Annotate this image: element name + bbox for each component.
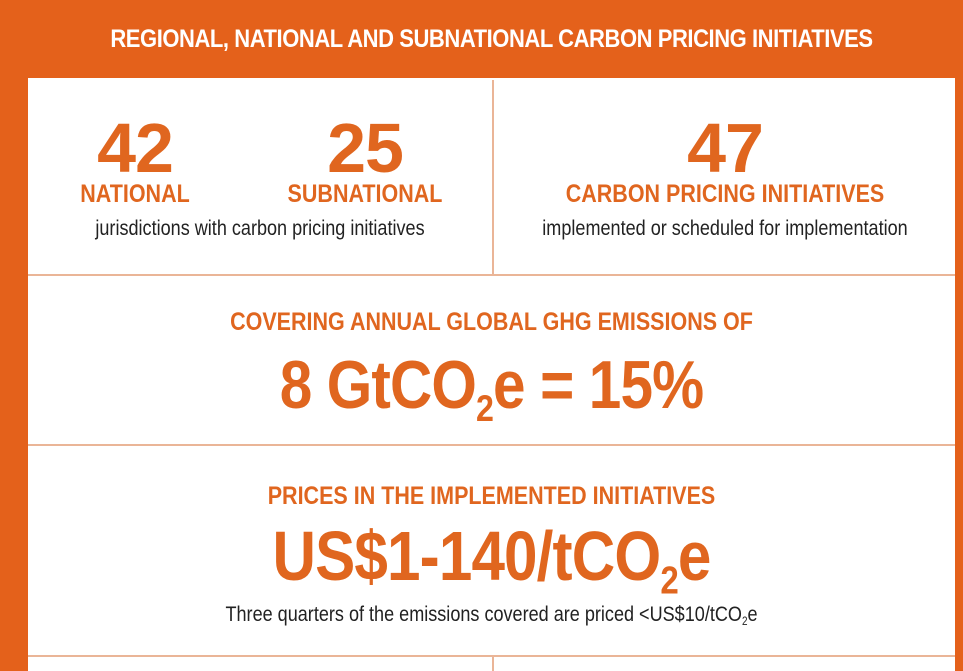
- divider: [28, 274, 955, 276]
- jurisdictions-caption: jurisdictions with carbon pricing initia…: [95, 217, 425, 240]
- coverage-value-rest: e = 15%: [493, 347, 704, 423]
- initiatives-count: 47: [687, 109, 764, 187]
- header-title: REGIONAL, NATIONAL AND SUBNATIONAL CARBO…: [110, 24, 873, 53]
- prices-note-main: Three quarters of the emissions covered …: [225, 603, 742, 626]
- national-label: NATIONAL: [80, 180, 190, 208]
- coverage-value-main: 8 GtCO: [279, 347, 477, 423]
- coverage-heading: COVERING ANNUAL GLOBAL GHG EMISSIONS OF: [230, 308, 753, 336]
- prices-heading: PRICES IN THE IMPLEMENTED INITIATIVES: [267, 482, 716, 510]
- prices-value-main: US$1-140/tCO: [272, 517, 661, 595]
- coverage-value: 8 GtCO2e = 15%: [93, 346, 890, 430]
- subnational-label: SUBNATIONAL: [287, 180, 443, 208]
- divider: [28, 655, 955, 657]
- divider: [28, 444, 955, 446]
- divider: [492, 80, 494, 274]
- national-count: 42: [97, 109, 174, 187]
- initiatives-caption: implemented or scheduled for implementat…: [542, 217, 908, 240]
- prices-note: Three quarters of the emissions covered …: [93, 603, 890, 628]
- prices-note-sub: 2: [741, 616, 748, 629]
- prices-note-rest: e: [747, 603, 758, 626]
- initiatives-label: CARBON PRICING INITIATIVES: [565, 180, 885, 208]
- panel: [28, 78, 955, 671]
- prices-value: US$1-140/tCO2e: [93, 516, 890, 603]
- prices-value-rest: e: [677, 517, 711, 595]
- prices-value-sub: 2: [660, 559, 678, 603]
- subnational-count: 25: [327, 109, 404, 187]
- coverage-value-sub: 2: [476, 387, 494, 430]
- divider: [492, 657, 494, 671]
